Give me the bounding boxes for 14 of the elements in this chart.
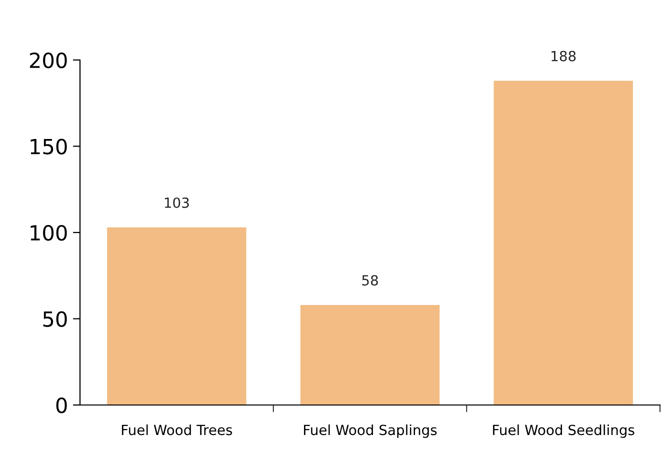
bar <box>494 80 633 405</box>
data-label: 103 <box>164 197 189 208</box>
y-tick-label: 0 <box>56 397 67 414</box>
x-tick-label: Fuel Wood Saplings <box>304 424 437 438</box>
data-label: 188 <box>552 50 576 62</box>
bar <box>300 304 440 405</box>
y-tick-label: 200 <box>30 52 67 68</box>
bar <box>107 227 246 405</box>
data-label: 58 <box>362 275 378 286</box>
y-tick-label: 150 <box>30 138 67 154</box>
x-tick-label: Fuel Wood Seedlings <box>493 424 634 438</box>
y-tick-label: 50 <box>43 311 67 327</box>
y-tick-label: 100 <box>30 224 67 241</box>
x-tick-label: Fuel Wood Trees <box>122 424 232 436</box>
